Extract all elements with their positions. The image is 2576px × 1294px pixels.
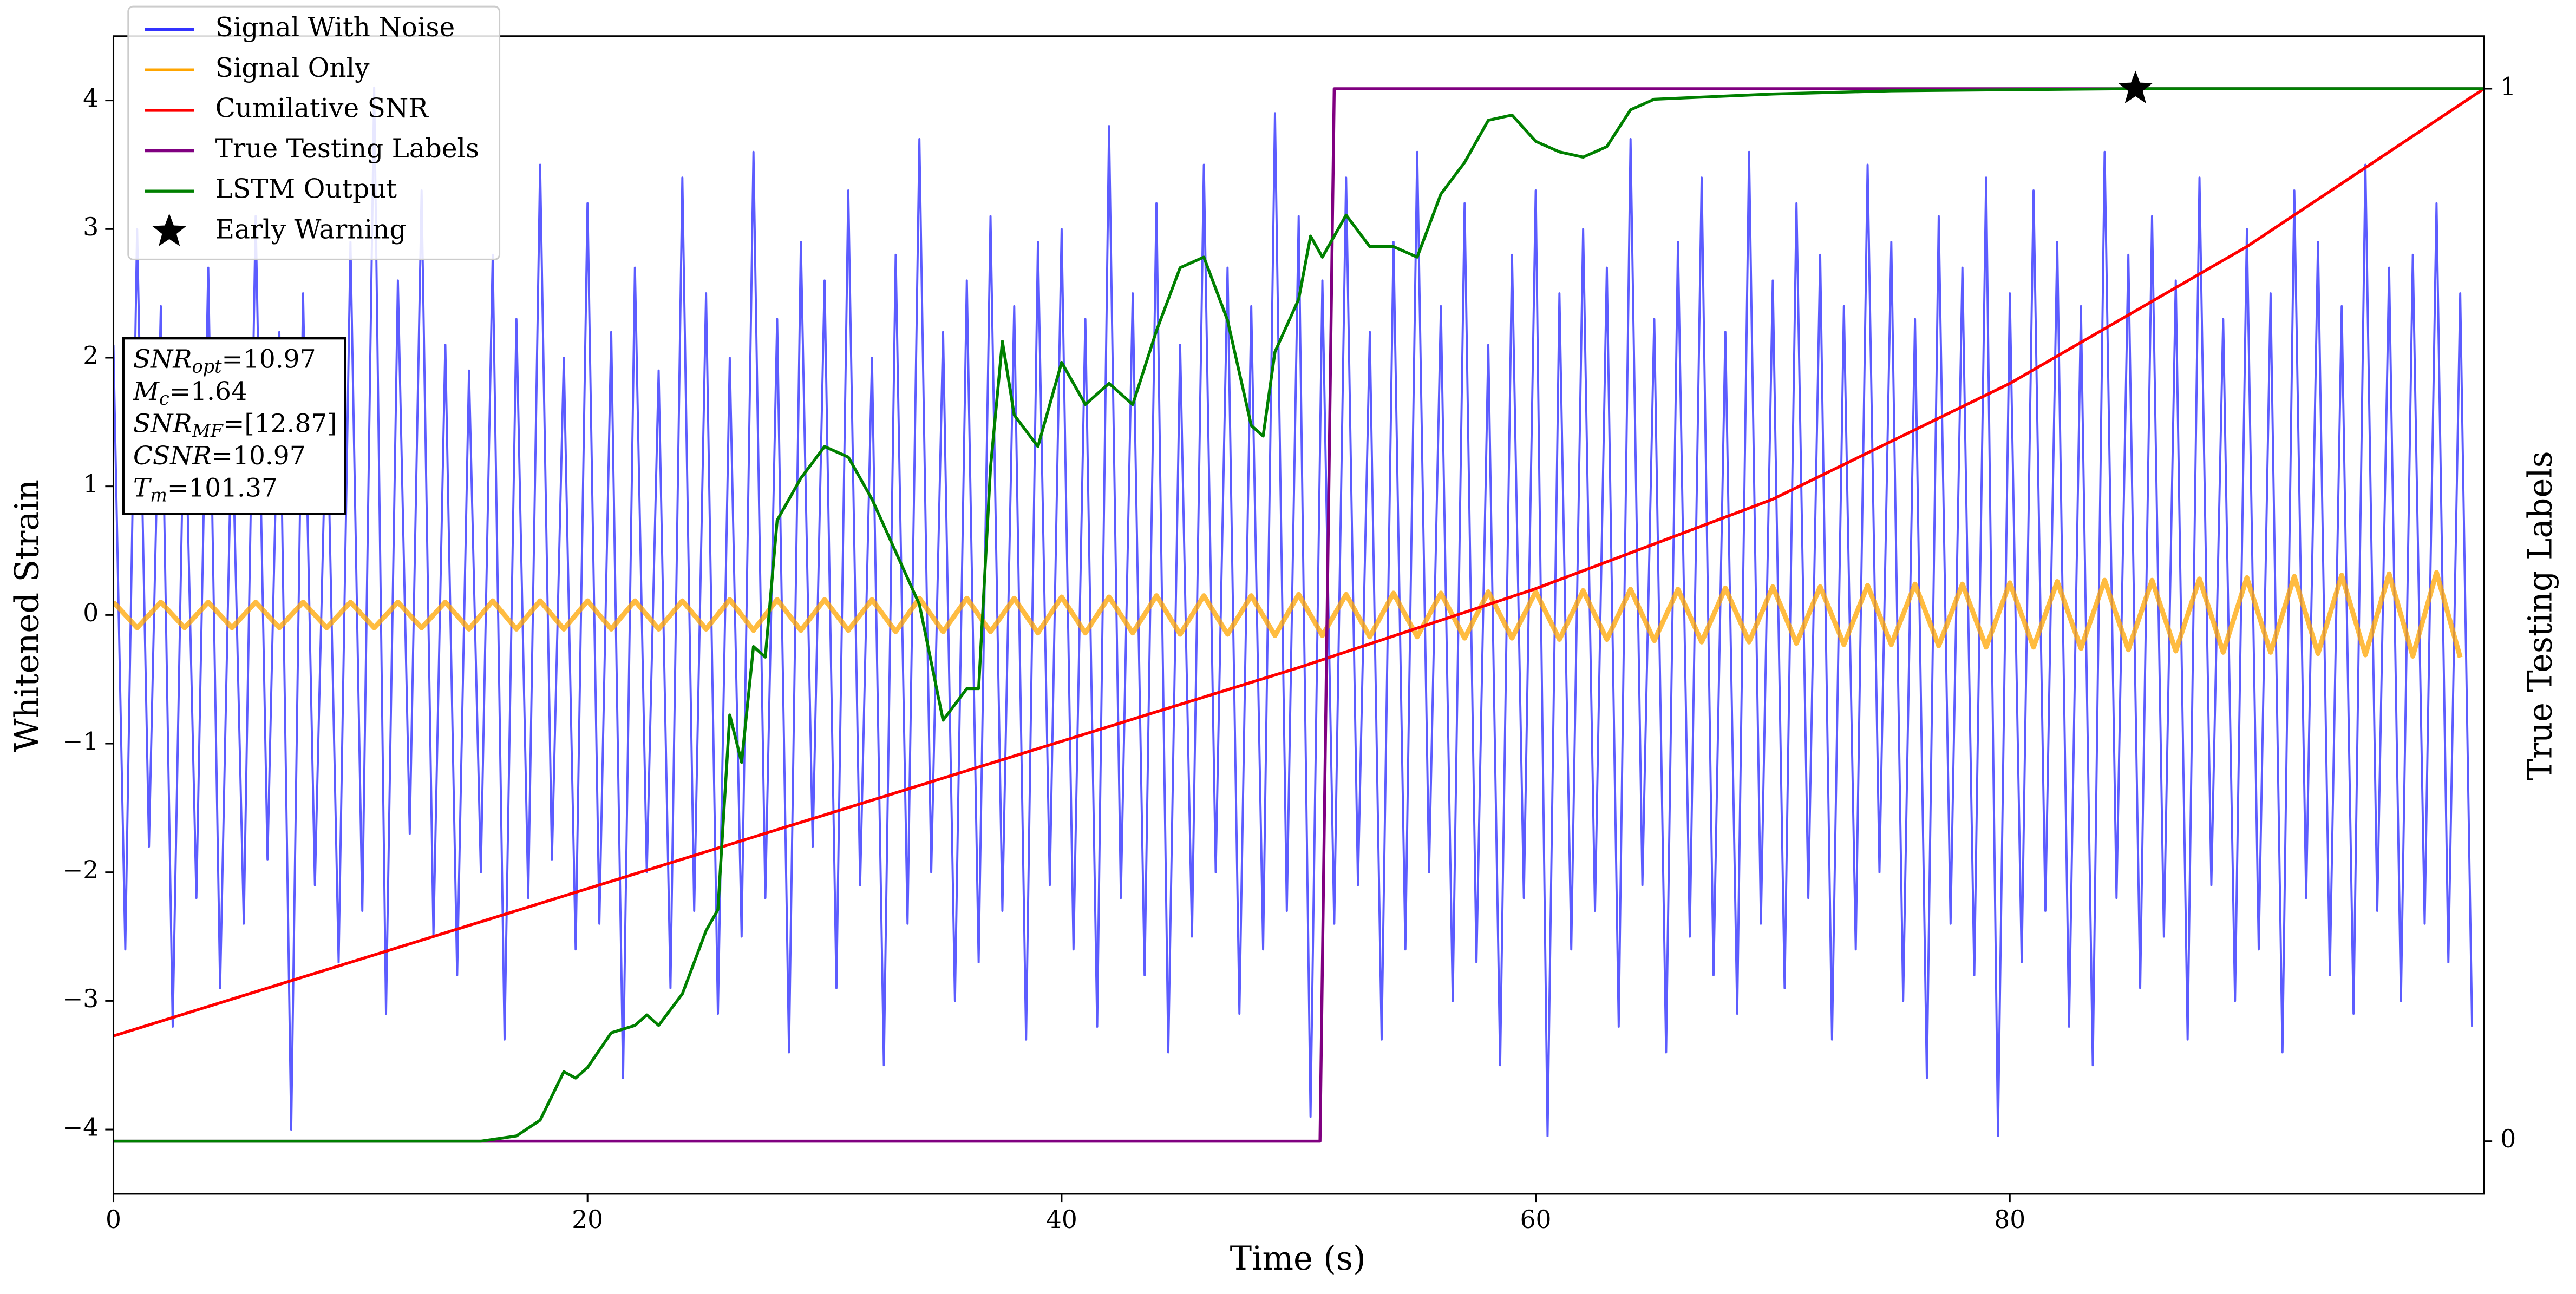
x-tick-label: 80	[1994, 1205, 2025, 1234]
legend-label: Signal With Noise	[215, 12, 455, 43]
series-line	[113, 87, 2484, 1037]
annotation-symbol: SNR	[133, 409, 192, 438]
annotation-symbol: T	[133, 473, 152, 503]
y-axis-label: Whitened Strain	[8, 479, 46, 752]
legend-box	[127, 5, 501, 260]
y-tick-label: 0	[83, 599, 99, 627]
annotation-line: SNRMF=[12.87]	[133, 409, 337, 441]
y-tick-label: −1	[62, 727, 99, 756]
annotation-subscript: c	[159, 388, 169, 409]
legend-label: True Testing Labels	[215, 134, 479, 164]
annotation-subscript: opt	[192, 356, 222, 377]
y-tick-label: −4	[62, 1113, 99, 1142]
annotation-line: Mc=1.64	[133, 377, 247, 409]
annotation-symbol: SNR	[133, 345, 192, 375]
annotation-value: =10.97	[222, 345, 316, 375]
series-line	[113, 87, 2484, 1143]
early-warning-marker	[2118, 70, 2153, 103]
annotation-line: Tm=101.37	[133, 473, 278, 505]
annotation-frame	[122, 337, 346, 516]
annotation-subscript: m	[150, 485, 167, 506]
x-axis-label: Time (s)	[1230, 1240, 1366, 1278]
x-tick-label: 20	[572, 1205, 603, 1234]
annotation-symbol: CSNR	[133, 441, 212, 471]
x-tick-label: 40	[1046, 1205, 1077, 1234]
annotation-subscript: MF	[192, 421, 224, 442]
series-line	[113, 86, 2474, 1137]
legend-label: Signal Only	[215, 53, 370, 83]
y-tick-label: −3	[62, 984, 99, 1013]
annotation-symbol: M	[133, 377, 160, 406]
annotation-value: =1.64	[169, 377, 247, 406]
y-tick-label: 4	[83, 84, 99, 113]
y2-tick-label: 1	[2500, 72, 2516, 101]
annotation-box: SNRopt=10.97Mc=1.64SNRMF=[12.87]CSNR=10.…	[122, 337, 346, 516]
annotation-line: SNRopt=10.97	[133, 345, 316, 377]
x-tick-label: 60	[1520, 1205, 1552, 1234]
annotation-value: =101.37	[167, 473, 278, 503]
legend-label: LSTM Output	[215, 174, 397, 205]
x-tick-label: 0	[106, 1205, 121, 1234]
legend: Signal With Noise Signal Only Cumilative S…	[127, 5, 501, 260]
annotation-value: =[12.87]	[223, 409, 337, 438]
annotation-value: =10.97	[212, 441, 306, 471]
y-tick-label: 3	[83, 213, 99, 241]
y-tick-label: 1	[83, 470, 99, 498]
y2-tick-label: 0	[2500, 1125, 2516, 1153]
series-line	[113, 570, 2463, 659]
y-tick-label: −2	[62, 856, 99, 884]
y2-axis-label: True Testing Labels	[2522, 451, 2560, 780]
legend-label: Early Warning	[215, 214, 407, 245]
y-tick-label: 2	[83, 341, 99, 370]
series-line	[113, 87, 2484, 1143]
annotation-line: CSNR=10.97	[133, 441, 306, 471]
legend-swatch	[152, 213, 187, 246]
plot-area	[113, 86, 2484, 1143]
legend-label: Cumilative SNR	[215, 93, 429, 123]
